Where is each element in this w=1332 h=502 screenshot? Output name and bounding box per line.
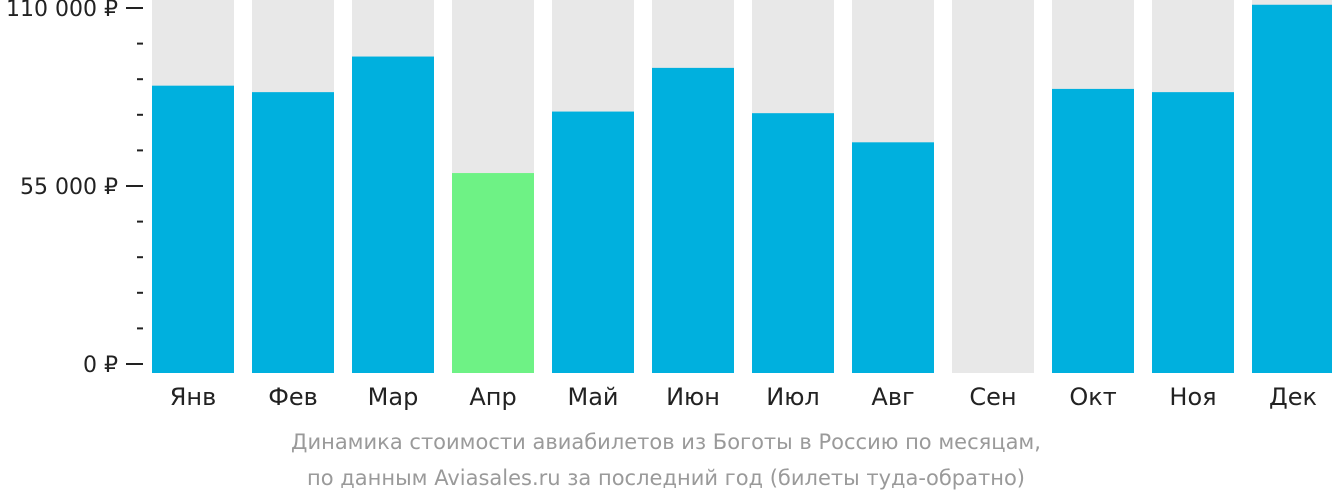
x-tick-label-6: Июн [666, 383, 720, 411]
bar-6 [652, 67, 734, 373]
x-tick-label-10: Окт [1069, 383, 1116, 411]
x-tick-label-12: Дек [1269, 383, 1317, 411]
bar-4 [452, 173, 534, 373]
chart-caption-line-1: Динамика стоимости авиабилетов из Боготы… [291, 430, 1041, 454]
chart-caption-line-2: по данным Aviasales.ru за последний год … [307, 466, 1025, 490]
bar-10 [1052, 88, 1134, 373]
x-tick-label-3: Мар [368, 383, 419, 411]
y-tick-label-3: 110 000 ₽ [6, 0, 118, 22]
bar-5 [552, 111, 634, 374]
bar-8 [852, 142, 934, 373]
bar-1 [152, 85, 234, 373]
x-tick-label-2: Фев [268, 383, 318, 411]
y-tick-label-1: 0 ₽ [83, 353, 118, 378]
x-tick-label-1: Янв [170, 383, 217, 411]
bar-3 [352, 56, 434, 373]
x-tick-label-11: Ноя [1169, 383, 1216, 411]
y-tick-label-2: 55 000 ₽ [20, 175, 118, 200]
x-tick-label-5: Май [567, 383, 618, 411]
bar-7 [752, 113, 834, 373]
price-bar-chart: Янв Фев Мар Апр Май Июн Июл Авг Сен Окт Ноя Дек 0 ₽ 5… [6, 0, 1332, 411]
bar-12 [1252, 4, 1332, 373]
bar-background-9 [952, 0, 1034, 373]
bar-2 [252, 92, 334, 374]
x-tick-label-4: Апр [469, 383, 516, 411]
x-tick-label-8: Авг [871, 383, 914, 411]
x-tick-label-9: Сен [969, 383, 1016, 411]
x-tick-label-7: Июл [766, 383, 820, 411]
bar-11 [1152, 92, 1234, 374]
